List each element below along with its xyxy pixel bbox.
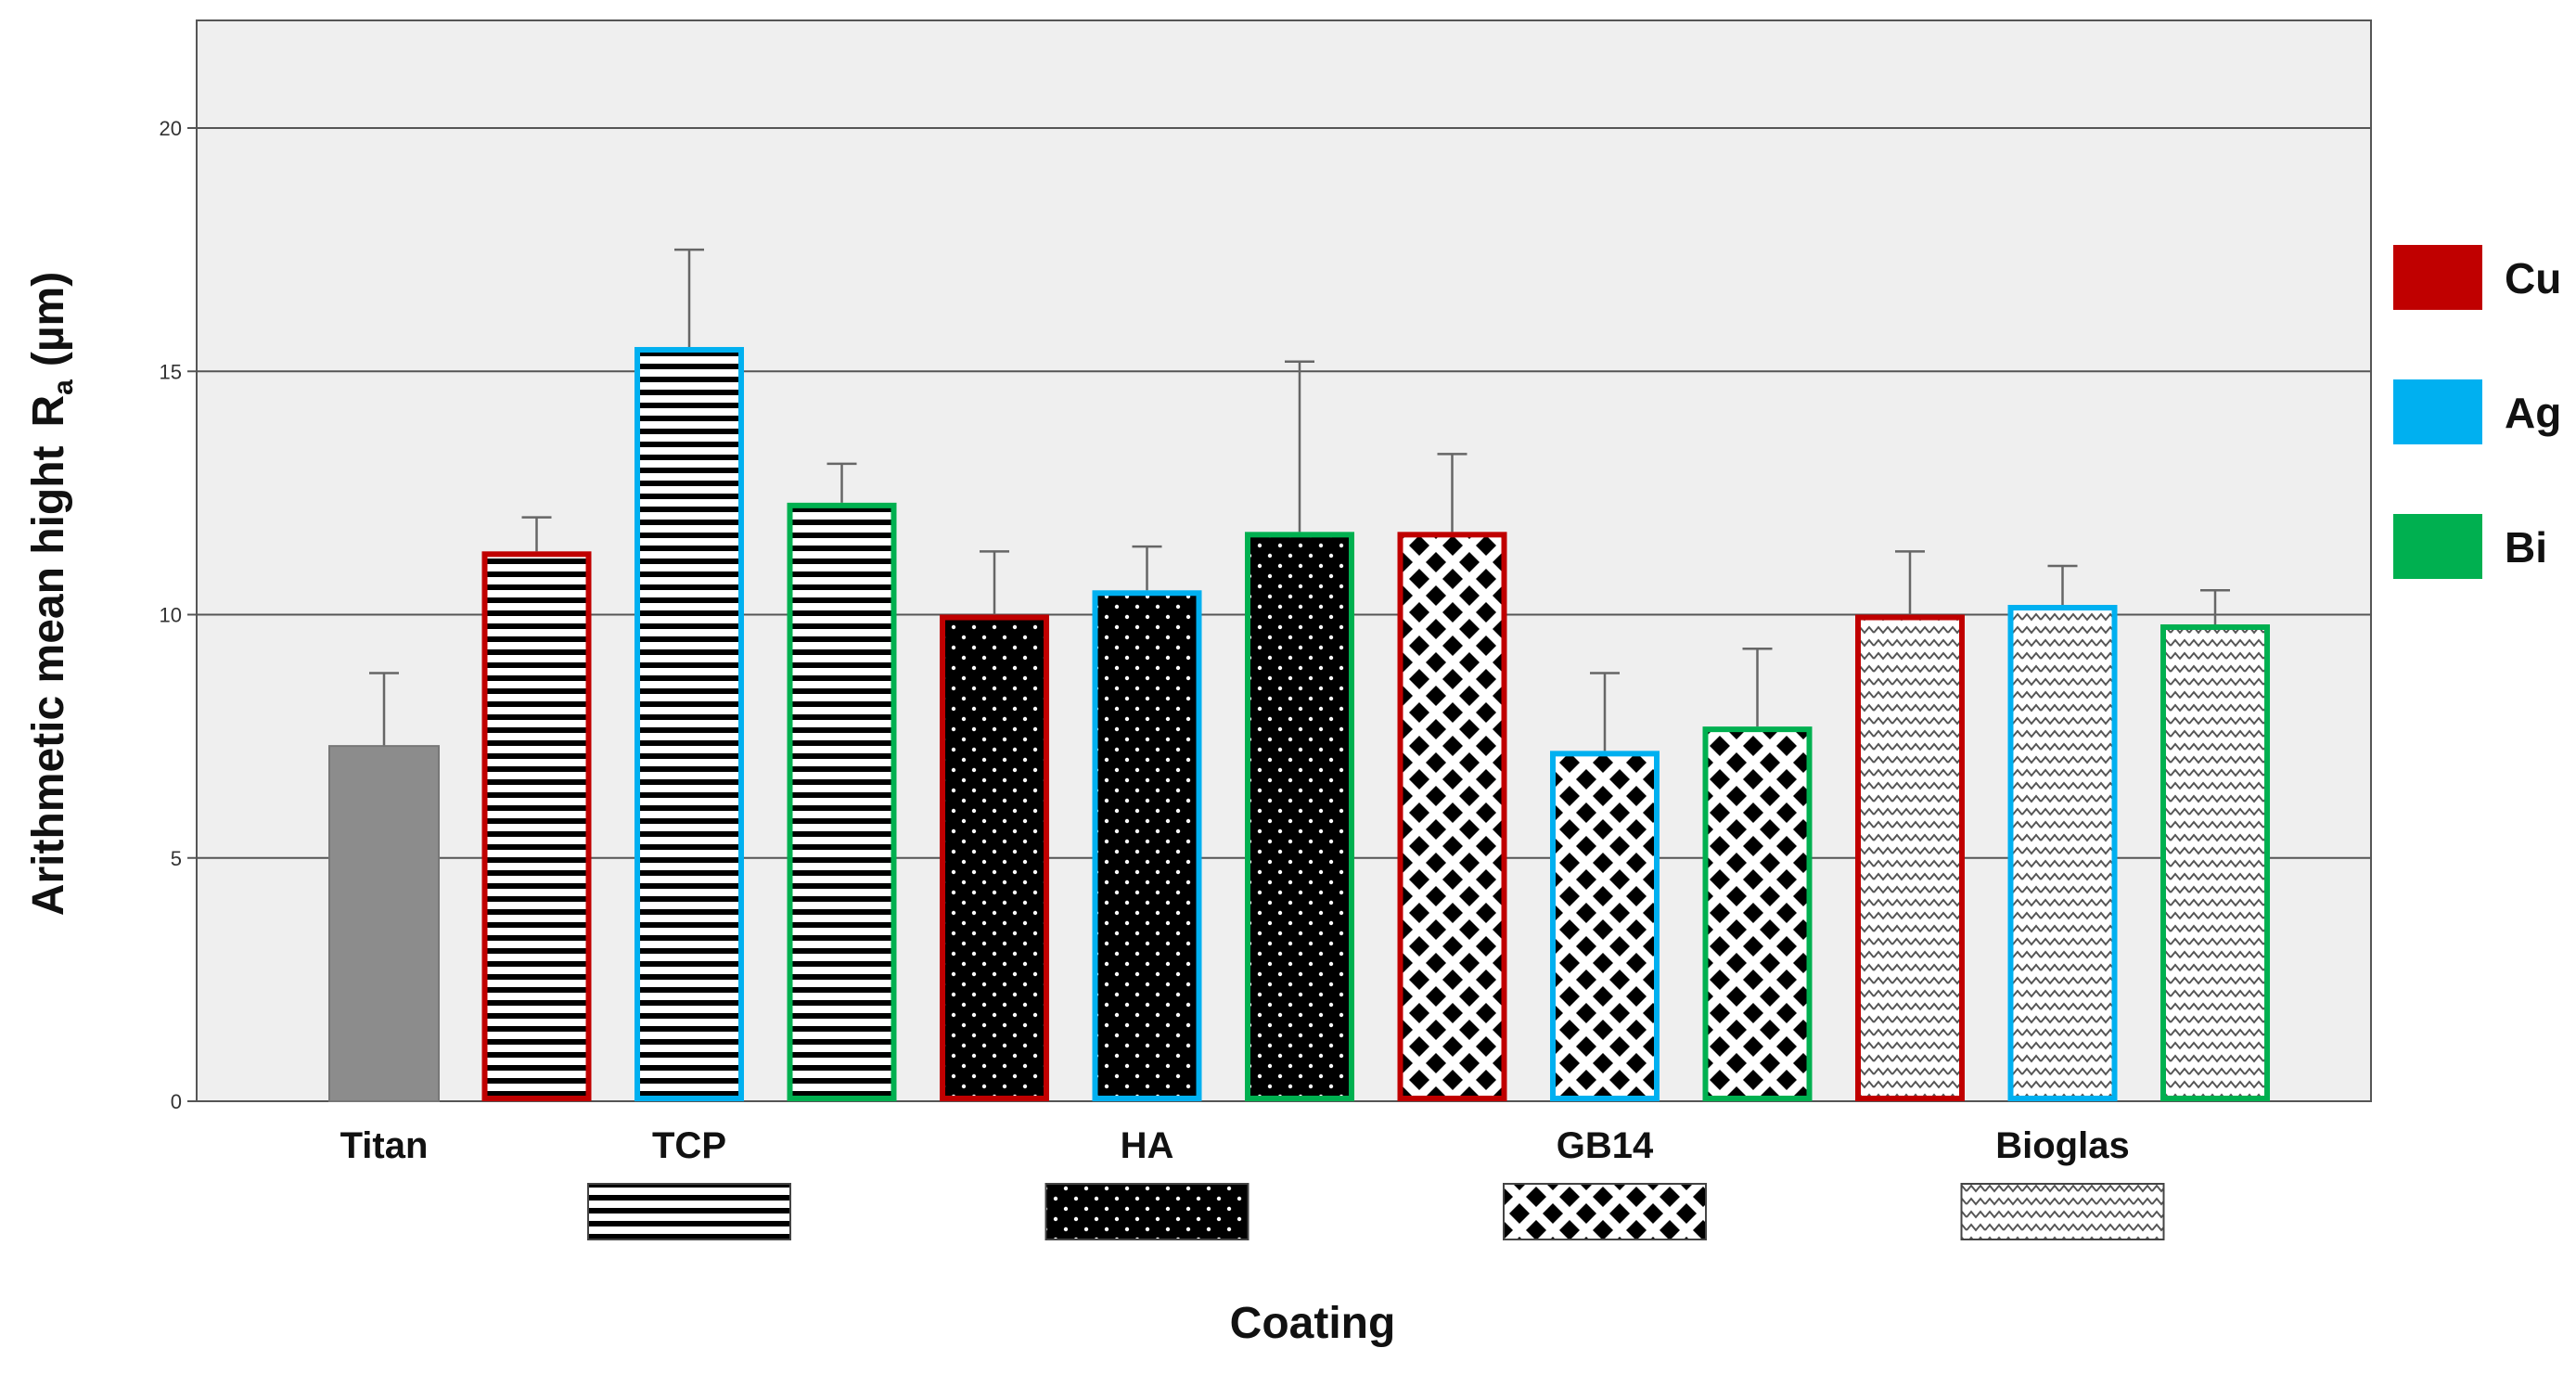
y-axis-symbol: R bbox=[24, 395, 73, 428]
bar-bioglas-cu bbox=[1855, 550, 1965, 1101]
category-label-tcp: TCP bbox=[652, 1125, 726, 1166]
bar-titan bbox=[328, 672, 440, 1102]
y-axis-unit: (µm) bbox=[24, 272, 73, 366]
bar-tcp-ag bbox=[634, 248, 744, 1101]
bar-tcp-bi bbox=[787, 462, 897, 1101]
bar-rect bbox=[1397, 532, 1507, 1101]
x-axis: Titan TCP HA GB14 Bioglas bbox=[340, 1125, 2130, 1166]
pattern-swatch-ha bbox=[1044, 1183, 1250, 1240]
bar-gb14-ag bbox=[1550, 672, 1660, 1101]
legend-item-bi: Bi bbox=[2393, 514, 2547, 579]
legend-label: Ag bbox=[2505, 389, 2561, 437]
bar-rect bbox=[1245, 532, 1354, 1101]
y-axis-title: Arithmetic mean hight Ra (µm) bbox=[24, 272, 79, 916]
legend-swatch bbox=[2393, 379, 2482, 444]
pattern-swatch-tcp bbox=[587, 1183, 791, 1240]
bar-gb14-bi bbox=[1702, 647, 1813, 1101]
bar-rect bbox=[1550, 751, 1660, 1101]
pattern-swatches bbox=[587, 1183, 2165, 1240]
category-label-bioglas: Bioglas bbox=[1995, 1125, 2129, 1166]
y-tick-label: 15 bbox=[160, 360, 182, 383]
y-tick-label: 10 bbox=[160, 604, 182, 627]
legend: Cu Ag Bi bbox=[2393, 245, 2561, 579]
bar-rect bbox=[1702, 726, 1813, 1101]
bar-rect bbox=[787, 502, 897, 1101]
legend-label: Cu bbox=[2505, 254, 2561, 302]
x-axis-title: Coating bbox=[1230, 1299, 1396, 1348]
bar-bioglas-ag bbox=[2007, 564, 2118, 1101]
bar-ha-ag bbox=[1092, 545, 1202, 1101]
y-tick-label: 20 bbox=[160, 117, 182, 140]
bar-bioglas-bi bbox=[2160, 589, 2270, 1101]
bar-rect bbox=[481, 551, 592, 1101]
y-axis-title-text: Arithmetic mean hight bbox=[24, 445, 73, 916]
y-axis-subscript: a bbox=[48, 379, 79, 395]
bar-rect bbox=[2007, 605, 2118, 1101]
bar-rect bbox=[1092, 590, 1202, 1101]
legend-item-cu: Cu bbox=[2393, 245, 2561, 310]
legend-swatch bbox=[2393, 514, 2482, 579]
category-label-gb14: GB14 bbox=[1557, 1125, 1654, 1166]
bar-tcp-cu bbox=[481, 516, 592, 1101]
category-label-ha: HA bbox=[1121, 1125, 1174, 1166]
legend-swatch bbox=[2393, 245, 2482, 310]
y-tick-label: 0 bbox=[171, 1090, 182, 1113]
pattern-swatch-bioglas bbox=[1960, 1183, 2165, 1240]
bar-rect bbox=[2160, 623, 2270, 1101]
bar-ha-bi bbox=[1245, 360, 1354, 1101]
bars bbox=[328, 248, 2270, 1102]
bar-rect bbox=[634, 347, 744, 1101]
bar-ha-cu bbox=[940, 550, 1049, 1101]
pattern-swatch-gb14 bbox=[1503, 1183, 1707, 1240]
bar-rect bbox=[328, 745, 440, 1102]
bar-gb14-cu bbox=[1397, 453, 1507, 1101]
y-tick-label: 5 bbox=[171, 847, 182, 870]
bar-rect bbox=[1855, 614, 1965, 1101]
legend-item-ag: Ag bbox=[2393, 379, 2561, 444]
bar-rect bbox=[940, 614, 1049, 1101]
legend-label: Bi bbox=[2505, 523, 2547, 571]
category-label-titan: Titan bbox=[340, 1125, 429, 1166]
